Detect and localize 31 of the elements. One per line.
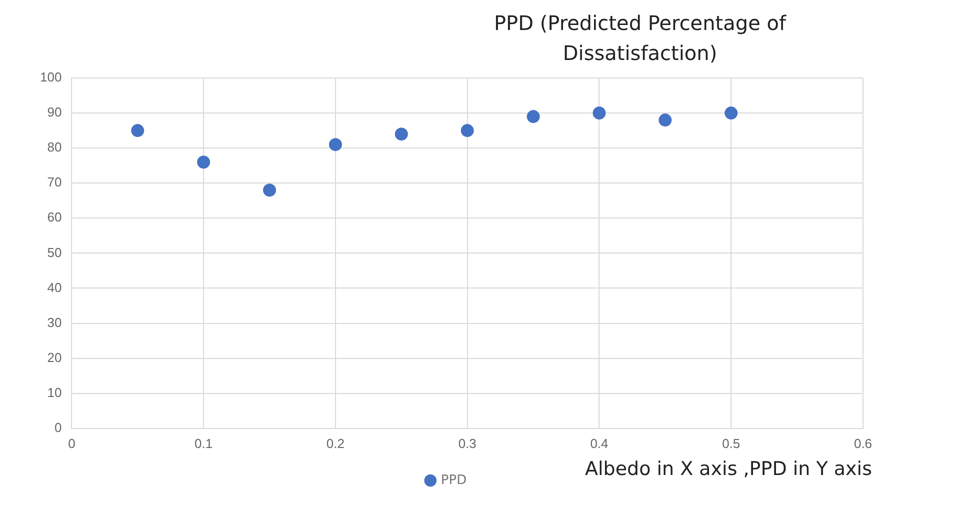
x-tick-label: 0.1 <box>194 436 213 451</box>
point <box>460 124 474 138</box>
point <box>328 138 342 152</box>
point <box>263 184 276 197</box>
point <box>131 124 144 138</box>
x-tick-label: 0.5 <box>722 436 740 451</box>
x-tick-label: 0.6 <box>854 436 872 451</box>
y-tick-label: 100 <box>40 70 62 85</box>
y-tick-label: 70 <box>47 174 62 190</box>
point <box>592 106 606 120</box>
text: Albedo in X axis ,PPD in Y axis <box>585 458 872 480</box>
y-tick-label: 50 <box>47 244 62 260</box>
point <box>724 106 738 120</box>
x-tick-label: 0.2 <box>326 436 344 451</box>
x-tick-label: 0.3 <box>458 436 476 451</box>
y-tick-label: 60 <box>47 210 62 225</box>
chart-title: PPD (Predicted Percentage of Dissatisfaction) <box>492 10 788 67</box>
y-tick-label: 30 <box>47 314 62 330</box>
legend-label: PPD <box>440 472 467 488</box>
point <box>658 114 672 127</box>
y-tick-label: 10 <box>47 384 62 400</box>
y-tick-label: 40 <box>47 280 62 295</box>
y-tick-label: 20 <box>47 350 62 365</box>
x-tick-label: 0 <box>68 436 76 451</box>
y-tick-label: 90 <box>47 104 62 120</box>
x-tick-label: 0.4 <box>590 436 608 451</box>
y-tick-label: 0 <box>54 420 62 435</box>
y-tick-label: 80 <box>47 140 62 155</box>
point <box>394 128 408 141</box>
point <box>197 156 210 169</box>
point <box>526 110 540 124</box>
